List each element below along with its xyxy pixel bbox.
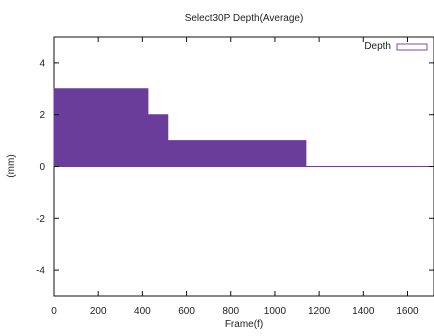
x-tick-label: 800 bbox=[222, 306, 239, 317]
x-axis-label: Frame(f) bbox=[225, 319, 263, 330]
depth-area bbox=[53, 88, 434, 167]
chart-title: Select30P Depth(Average) bbox=[185, 13, 304, 24]
legend-swatch-depth bbox=[396, 43, 428, 51]
legend-label-depth: Depth bbox=[364, 41, 391, 52]
legend: Depth bbox=[364, 41, 428, 52]
y-tick-label: 2 bbox=[39, 110, 45, 121]
x-tick-label: 0 bbox=[51, 306, 57, 317]
x-tick-label: 1000 bbox=[264, 306, 287, 317]
x-tick-label: 600 bbox=[178, 306, 195, 317]
y-tick-label: 0 bbox=[39, 162, 45, 173]
y-tick-label: -4 bbox=[36, 266, 45, 277]
x-tick-label: 200 bbox=[90, 306, 107, 317]
x-tick-label: 1400 bbox=[352, 306, 375, 317]
axis-layer: 0 200 400 600 800 1000 1200 1400 1600 4 2 0 -2 -4 bbox=[36, 37, 434, 317]
x-tick-label: 1200 bbox=[308, 306, 331, 317]
y-axis-label: (mm) bbox=[6, 154, 17, 177]
x-tick-label: 400 bbox=[134, 306, 151, 317]
series-layer bbox=[53, 88, 434, 167]
y-tick-label: 4 bbox=[39, 58, 45, 69]
y-tick-label: -2 bbox=[36, 214, 45, 225]
x-tick-label: 1600 bbox=[396, 306, 419, 317]
